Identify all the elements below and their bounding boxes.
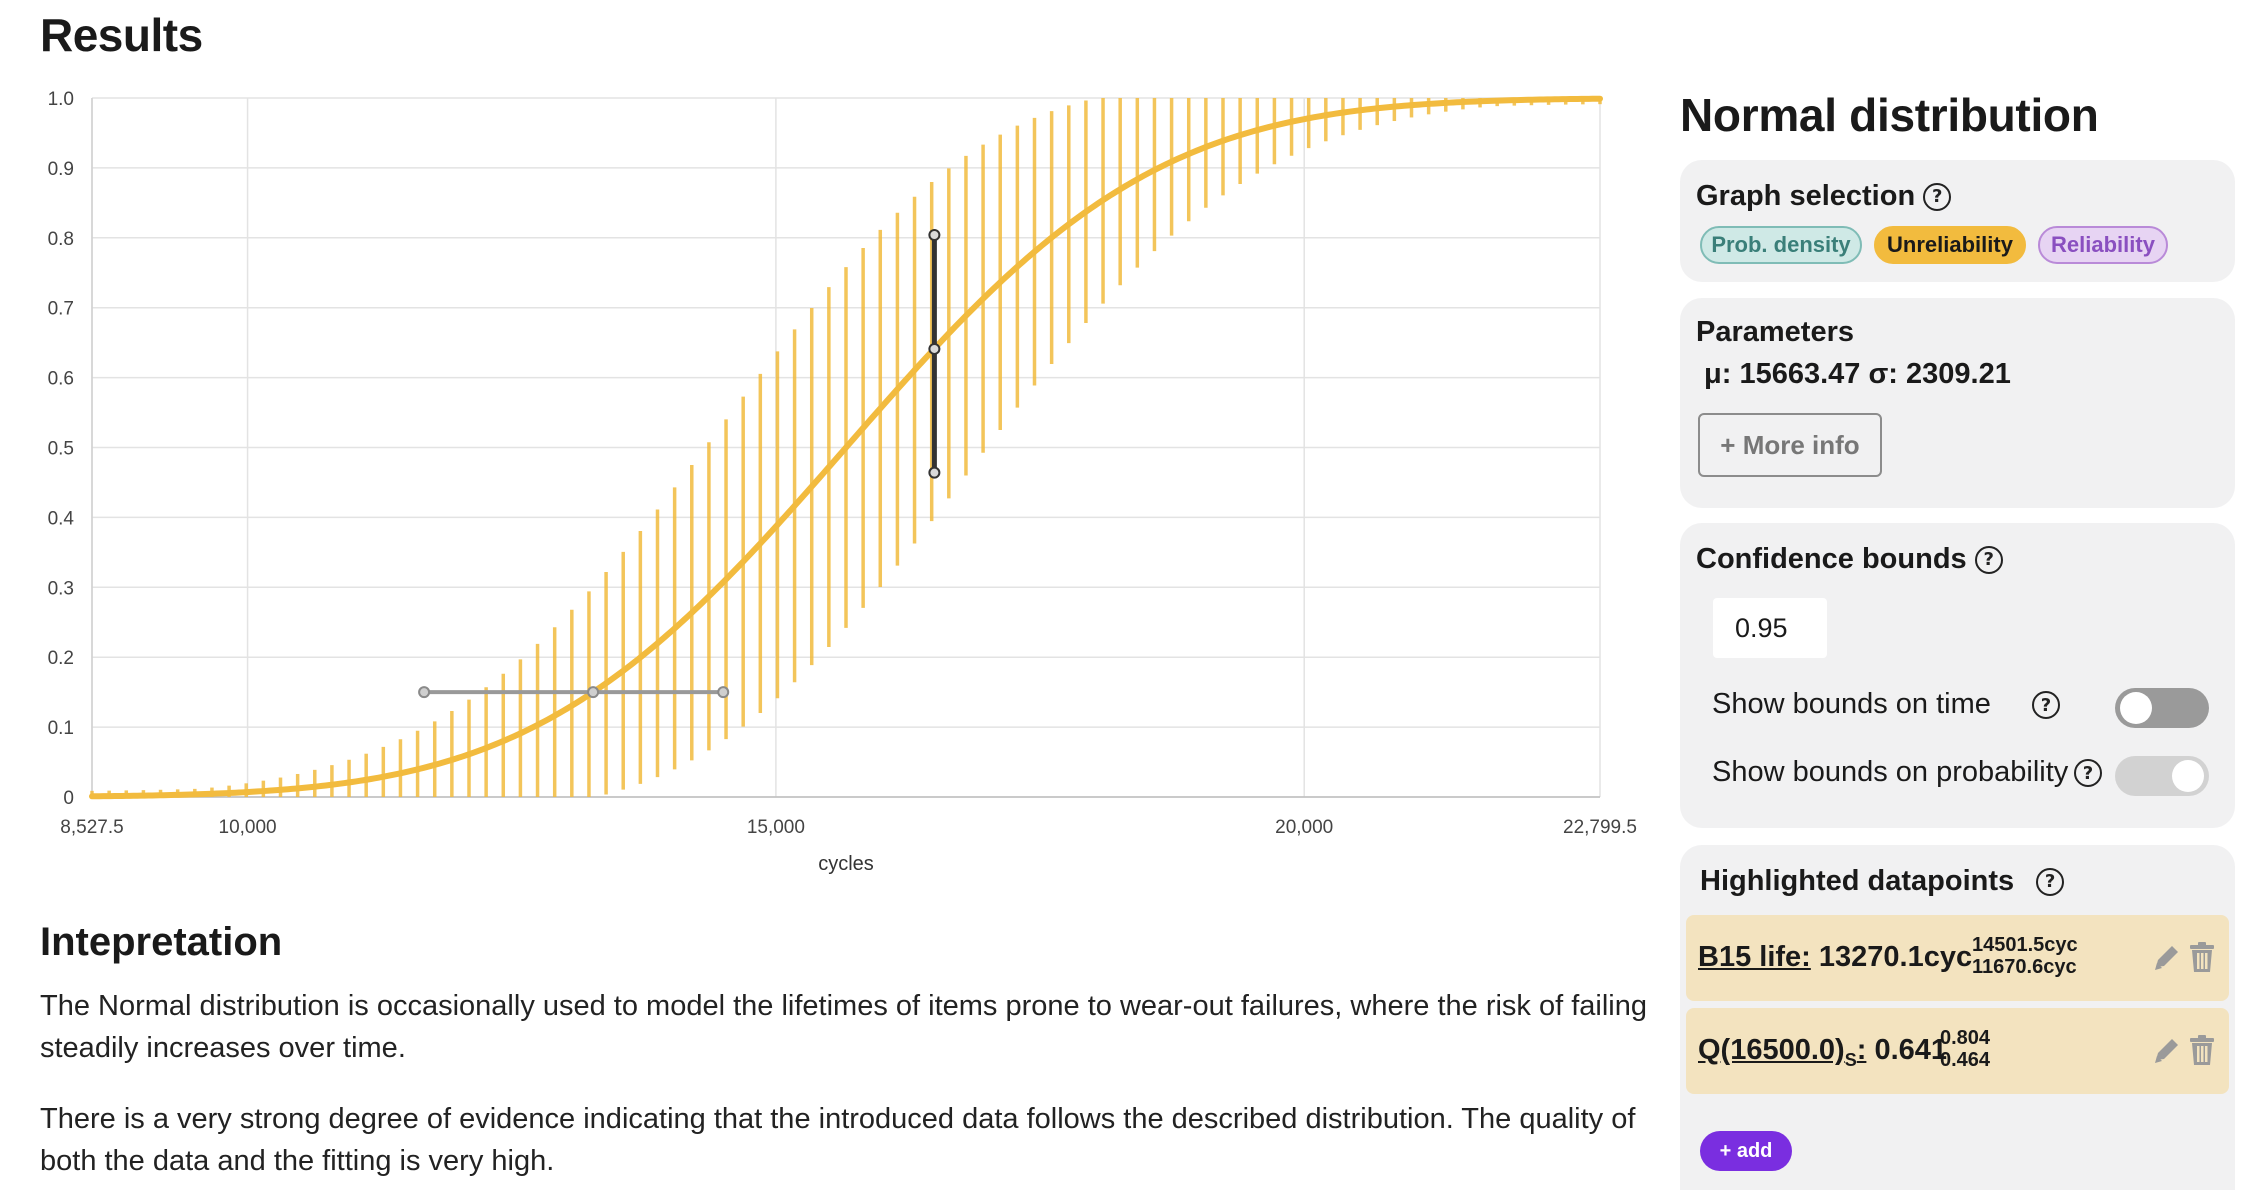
edit-pencil-icon[interactable]: [2152, 1034, 2182, 1066]
datapoint-main: Q(16500.0)S: 0.641: [1698, 1034, 1947, 1071]
datapoint-value: 13270.1cyc: [1810, 941, 1973, 973]
datapoint-link[interactable]: B15 life:: [1698, 941, 1811, 973]
datapoint-link-colon: :: [1856, 1034, 1867, 1066]
help-icon[interactable]: ?: [1974, 545, 2003, 574]
results-title: Results: [40, 9, 203, 61]
unreliability-cdf-curve: [89, 95, 1603, 800]
interpretation-paragraph-2: There is a very strong degree of evidenc…: [40, 1103, 1636, 1177]
datapoint-bounds: 0.804 0.464: [1940, 1027, 1990, 1071]
show-bounds-probability-label: Show bounds on probability: [1712, 756, 2069, 788]
help-icon[interactable]: ?: [2032, 691, 2060, 719]
x-tick-label: 15,000: [747, 817, 805, 838]
q16500-marker: [928, 229, 941, 242]
datapoint-lower: 11670.6cyc: [1972, 956, 2077, 978]
datapoint-link[interactable]: Q(16500.0)S:: [1698, 1034, 1867, 1070]
show-bounds-probability-toggle[interactable]: [2115, 756, 2209, 796]
add-datapoint-button[interactable]: + add: [1700, 1131, 1792, 1171]
y-tick-label: 1.0: [48, 89, 74, 110]
help-icon[interactable]: ?: [1923, 182, 1952, 211]
toggle-knob: [2120, 692, 2152, 724]
q16500-marker: [928, 466, 941, 479]
confidence-bounds-title: Confidence bounds ?: [1696, 543, 2003, 576]
y-tick-label: 0.1: [48, 718, 74, 739]
y-tick-label: 0.4: [48, 508, 75, 529]
trash-icon[interactable]: [2188, 1034, 2216, 1066]
parameters-title: Parameters: [1696, 316, 1854, 348]
toggle-knob: [2172, 760, 2204, 792]
confidence-bounds-label: Confidence bounds: [1696, 543, 1967, 575]
datapoint-upper: 14501.5cyc: [1972, 934, 2078, 956]
highlight-layer: [418, 229, 941, 699]
reliability-pill[interactable]: Reliability: [2038, 226, 2168, 264]
parameters-card: Parameters μ: 15663.47 σ: 2309.21 + More…: [1680, 298, 2235, 508]
datapoint-main: B15 life: 13270.1cyc: [1698, 941, 1972, 974]
x-tick-label: 10,000: [219, 817, 277, 838]
datapoint-bounds: 14501.5cyc 11670.6cyc: [1972, 934, 2078, 978]
help-icon[interactable]: ?: [2036, 867, 2065, 896]
b15-life-marker: [418, 686, 431, 699]
trash-icon[interactable]: [2188, 941, 2216, 973]
x-axis-title: cycles: [818, 853, 874, 875]
b15-life-marker: [717, 686, 730, 699]
b15-life-marker: [587, 686, 600, 699]
show-bounds-time-label: Show bounds on time: [1712, 688, 1991, 720]
show-bounds-time-toggle[interactable]: [2115, 688, 2209, 728]
confidence-level-input[interactable]: [1713, 598, 1827, 658]
tick-labels: 0 0.1 0.2 0.3 0.4 0.5 0.6 0.7 0.8 0.9 1.0 8,527.5 10…: [48, 89, 1637, 838]
graph-selection-card: Graph selection ? Prob. density Unreliab…: [1680, 160, 2235, 282]
datapoint-lower: 0.464: [1940, 1049, 1991, 1071]
datapoint-upper: 0.804: [1940, 1027, 1991, 1049]
edit-pencil-icon[interactable]: [2152, 941, 2182, 973]
y-tick-label: 0.3: [48, 578, 74, 599]
distribution-title: Normal distribution: [1680, 89, 2099, 141]
y-tick-label: 0.6: [48, 369, 74, 390]
y-tick-label: 0.2: [48, 648, 74, 669]
cdf-curve-layer: [89, 95, 1603, 800]
y-tick-label: 0.7: [48, 299, 74, 320]
parameters-values: μ: 15663.47 σ: 2309.21: [1704, 358, 2011, 390]
interpretation-title: Intepretation: [40, 920, 283, 964]
datapoint-value: 0.641: [1866, 1034, 1948, 1066]
unreliability-pill[interactable]: Unreliability: [1874, 226, 2026, 264]
graph-selection-title: Graph selection ?: [1696, 180, 1952, 213]
datapoint-row: B15 life: 13270.1cyc 14501.5cyc 11670.6c…: [1686, 915, 2229, 1001]
x-tick-label: 20,000: [1275, 817, 1333, 838]
y-tick-label: 0.9: [48, 159, 74, 180]
unreliability-chart: 0 0.1 0.2 0.3 0.4 0.5 0.6 0.7 0.8 0.9 1.0 8,527.5 10…: [48, 89, 1637, 875]
y-tick-label: 0.5: [48, 439, 74, 460]
x-tick-label: 8,527.5: [60, 817, 123, 838]
datapoint-row: Q(16500.0)S: 0.641 0.804 0.464: [1686, 1008, 2229, 1094]
highlighted-datapoints-card: Highlighted datapoints ? B15 life: 13270…: [1680, 845, 2235, 1190]
datapoint-link-text: Q(16500.0): [1698, 1034, 1845, 1066]
datapoint-link-subscript: S: [1844, 1049, 1857, 1070]
x-tick-label: 22,799.5: [1563, 817, 1637, 838]
more-info-button[interactable]: + More info: [1698, 413, 1882, 477]
interpretation-paragraph-1: The Normal distribution is occasionally …: [40, 990, 1648, 1064]
prob-density-pill[interactable]: Prob. density: [1700, 226, 1862, 264]
graph-selection-label: Graph selection: [1696, 180, 1916, 212]
highlighted-datapoints-label: Highlighted datapoints: [1700, 865, 2015, 897]
q16500-marker: [928, 342, 941, 355]
y-tick-label: 0.8: [48, 229, 74, 250]
help-icon[interactable]: ?: [2074, 759, 2102, 787]
highlighted-datapoints-title: Highlighted datapoints ?: [1700, 865, 2065, 898]
y-tick-label: 0: [63, 788, 74, 809]
confidence-bounds-card: Confidence bounds ? Show bounds on time …: [1680, 523, 2235, 828]
